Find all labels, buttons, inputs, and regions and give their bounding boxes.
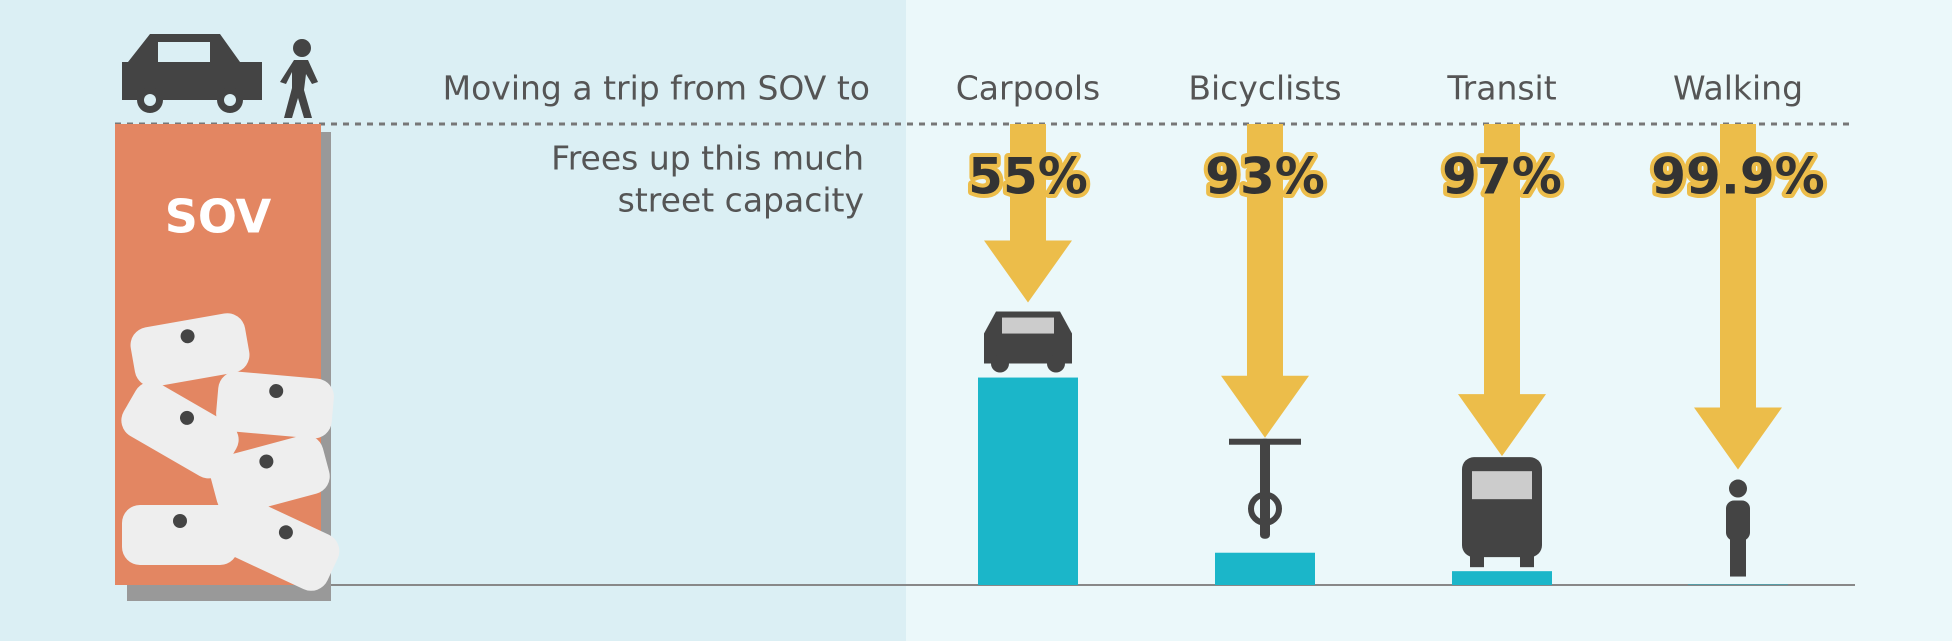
car-window (1002, 317, 1054, 334)
mode-icon (1229, 438, 1301, 539)
bus-wheel (1470, 553, 1484, 568)
car-driver (278, 525, 293, 540)
sov-car (122, 505, 238, 565)
car-body (210, 435, 330, 515)
value-label: 99.9% (1651, 148, 1824, 206)
wheel (991, 354, 1009, 373)
bar (978, 377, 1078, 585)
bus-window (1472, 471, 1532, 500)
category-label: Transit (1446, 69, 1556, 108)
legs (1730, 536, 1746, 577)
bike-frame (1260, 438, 1270, 539)
category-label: Walking (1673, 69, 1803, 108)
right-panel (906, 0, 1952, 641)
mode-icon (984, 311, 1072, 373)
bike-bar (1229, 438, 1301, 445)
car-driver (269, 384, 284, 399)
car-body (121, 381, 239, 479)
sov-car (210, 435, 330, 515)
subtitle: Frees up this much (551, 139, 864, 178)
bar (1452, 571, 1552, 585)
car-driver (180, 410, 194, 425)
arrow (1694, 124, 1782, 470)
header-icon (122, 34, 318, 118)
category-label: Bicyclists (1188, 69, 1341, 108)
head (1729, 479, 1747, 498)
bar (1215, 552, 1315, 585)
mode-icon (1462, 457, 1542, 568)
sov-car (121, 381, 239, 479)
body (1726, 500, 1750, 541)
category-label: Carpools (956, 69, 1101, 108)
value-label: 55% (968, 148, 1088, 206)
arrow (1458, 124, 1546, 457)
value-label: 97% (1442, 148, 1562, 206)
arrow (1221, 124, 1309, 438)
car-body (130, 313, 250, 387)
car-body (122, 505, 238, 565)
car-driver (180, 329, 195, 344)
wheel (1047, 354, 1065, 373)
sov-car (220, 499, 340, 591)
car-body (216, 371, 334, 439)
arrow (984, 124, 1072, 303)
car-driver (173, 514, 187, 528)
sov-label: SOV (165, 190, 272, 244)
subtitle: street capacity (618, 181, 864, 220)
car-body (220, 499, 340, 591)
value-label: 93% (1205, 148, 1325, 206)
title: Moving a trip from SOV to (443, 69, 870, 108)
bus-wheel (1520, 553, 1534, 568)
mode-icon (1726, 479, 1750, 577)
car-driver (259, 454, 274, 469)
sov-car (216, 371, 334, 439)
sov-car (130, 313, 250, 387)
